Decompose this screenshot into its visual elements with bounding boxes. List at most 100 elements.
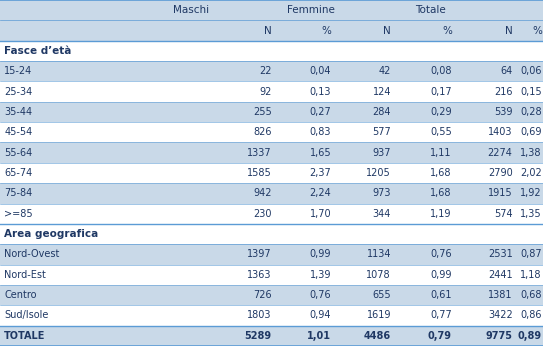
Text: 284: 284 [372,107,391,117]
Text: N: N [383,26,391,36]
Text: 0,94: 0,94 [310,310,331,320]
Text: 0,89: 0,89 [518,331,542,341]
Text: 1,01: 1,01 [307,331,331,341]
Text: 0,87: 0,87 [520,249,542,260]
Text: Totale: Totale [415,5,445,15]
Text: 1403: 1403 [488,127,513,137]
Text: TOTALE: TOTALE [4,331,46,341]
Text: 2790: 2790 [488,168,513,178]
Text: 0,06: 0,06 [520,66,542,76]
Text: 1337: 1337 [247,148,272,158]
Bar [0,122,543,143]
Text: Nord-Est: Nord-Est [4,270,46,280]
Text: 1397: 1397 [247,249,272,260]
Text: 0,27: 0,27 [310,107,331,117]
Text: 2,24: 2,24 [310,188,331,198]
Text: 1363: 1363 [247,270,272,280]
Text: 0,08: 0,08 [430,66,452,76]
Text: 942: 942 [253,188,272,198]
Bar [0,61,543,81]
Text: Sud/Isole: Sud/Isole [4,310,49,320]
Text: 0,83: 0,83 [310,127,331,137]
Text: 1,11: 1,11 [430,148,452,158]
Text: 826: 826 [253,127,272,137]
Text: 0,04: 0,04 [310,66,331,76]
Text: 344: 344 [372,209,391,219]
Text: 1,35: 1,35 [520,209,542,219]
Text: 1,65: 1,65 [310,148,331,158]
Text: 4486: 4486 [364,331,391,341]
Text: 0,28: 0,28 [520,107,542,117]
Text: 75-84: 75-84 [4,188,33,198]
Text: 0,55: 0,55 [430,127,452,137]
Text: N: N [264,26,272,36]
Bar [0,41,543,61]
Text: 2,37: 2,37 [310,168,331,178]
Text: 539: 539 [494,107,513,117]
Text: 64: 64 [500,66,513,76]
Text: 1,70: 1,70 [310,209,331,219]
Text: 0,61: 0,61 [430,290,452,300]
Text: 574: 574 [494,209,513,219]
Text: 0,79: 0,79 [428,331,452,341]
Text: %: % [442,26,452,36]
Text: 973: 973 [372,188,391,198]
Text: 2441: 2441 [488,270,513,280]
Text: Area geografica: Area geografica [4,229,99,239]
Bar [0,224,543,244]
Bar [0,102,543,122]
Text: 1,39: 1,39 [310,270,331,280]
Text: 0,76: 0,76 [310,290,331,300]
Text: 2531: 2531 [488,249,513,260]
Text: 1205: 1205 [366,168,391,178]
Text: 65-74: 65-74 [4,168,33,178]
Text: 3422: 3422 [488,310,513,320]
Bar [0,0,543,20]
Text: Maschi: Maschi [173,5,209,15]
Text: 1,19: 1,19 [430,209,452,219]
Bar [0,203,543,224]
Text: 15-24: 15-24 [4,66,33,76]
Text: Fasce d’età: Fasce d’età [4,46,72,56]
Text: 5289: 5289 [244,331,272,341]
Bar [0,265,543,285]
Text: 216: 216 [494,86,513,97]
Text: Centro: Centro [4,290,37,300]
Text: 1619: 1619 [367,310,391,320]
Text: 9775: 9775 [485,331,513,341]
Text: %: % [532,26,542,36]
Text: 0,99: 0,99 [430,270,452,280]
Text: 45-54: 45-54 [4,127,33,137]
Text: Nord-Ovest: Nord-Ovest [4,249,60,260]
Text: 0,86: 0,86 [520,310,542,320]
Bar [0,326,543,346]
Text: 124: 124 [372,86,391,97]
Text: 1803: 1803 [247,310,272,320]
Bar [0,305,543,326]
Text: 1078: 1078 [367,270,391,280]
Text: 22: 22 [259,66,272,76]
Text: 1381: 1381 [488,290,513,300]
Bar [0,163,543,183]
Bar [0,183,543,203]
Text: 230: 230 [253,209,272,219]
Text: 255: 255 [252,107,272,117]
Text: 726: 726 [253,290,272,300]
Text: 0,76: 0,76 [430,249,452,260]
Bar [0,285,543,305]
Text: 0,13: 0,13 [310,86,331,97]
Text: 1,68: 1,68 [430,168,452,178]
Bar [0,81,543,102]
Text: 92: 92 [259,86,272,97]
Text: 937: 937 [372,148,391,158]
Text: 25-34: 25-34 [4,86,33,97]
Text: 42: 42 [378,66,391,76]
Text: 0,15: 0,15 [520,86,542,97]
Text: 655: 655 [372,290,391,300]
Text: 1,18: 1,18 [520,270,542,280]
Text: 0,99: 0,99 [310,249,331,260]
Bar [0,20,543,41]
Text: 35-44: 35-44 [4,107,33,117]
Text: 0,77: 0,77 [430,310,452,320]
Text: 1915: 1915 [488,188,513,198]
